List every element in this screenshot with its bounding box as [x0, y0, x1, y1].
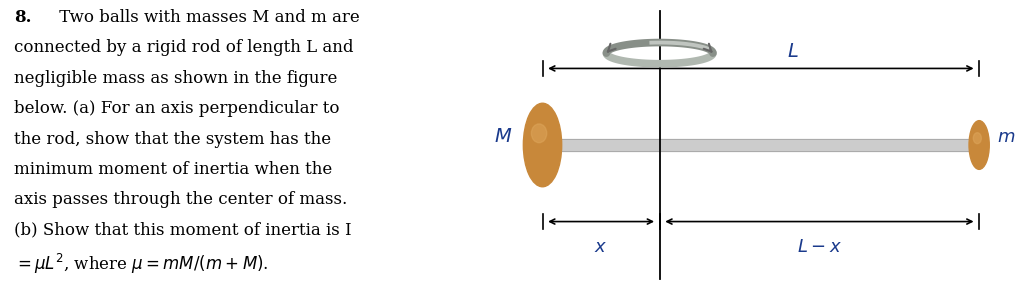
Text: $x$: $x$	[595, 238, 607, 256]
Text: below. (a) For an axis perpendicular to: below. (a) For an axis perpendicular to	[14, 100, 340, 117]
Ellipse shape	[973, 133, 981, 144]
Text: (b) Show that this moment of inertia is I: (b) Show that this moment of inertia is …	[14, 222, 352, 239]
Text: negligible mass as shown in the figure: negligible mass as shown in the figure	[14, 70, 338, 87]
Text: $m$: $m$	[997, 128, 1016, 146]
Ellipse shape	[531, 124, 547, 143]
Text: $= \mu L^2$, where $\mu = mM/(m + M)$.: $= \mu L^2$, where $\mu = mM/(m + M)$.	[14, 252, 268, 276]
Text: the rod, show that the system has the: the rod, show that the system has the	[14, 130, 331, 148]
Text: axis passes through the center of mass.: axis passes through the center of mass.	[14, 191, 347, 209]
Ellipse shape	[523, 103, 562, 187]
Text: $L - x$: $L - x$	[797, 238, 842, 256]
Text: $L$: $L$	[786, 42, 799, 61]
Text: connected by a rigid rod of length L and: connected by a rigid rod of length L and	[14, 39, 353, 56]
Text: $M$: $M$	[495, 127, 513, 146]
Ellipse shape	[969, 121, 989, 169]
Text: 8.: 8.	[14, 9, 32, 26]
Text: Two balls with masses M and m are: Two balls with masses M and m are	[54, 9, 359, 26]
Text: minimum moment of inertia when the: minimum moment of inertia when the	[14, 161, 333, 178]
Bar	[543, 139, 979, 151]
